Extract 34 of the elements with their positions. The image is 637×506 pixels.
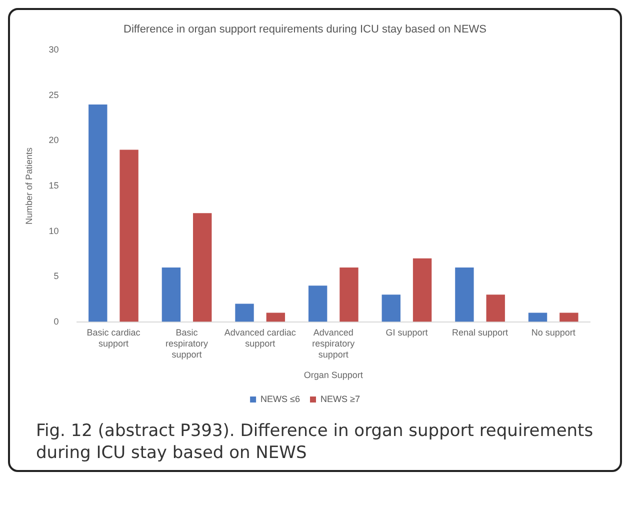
y-tick-label: 20 — [48, 135, 59, 146]
x-tick-label: Advanced respiratory support — [312, 328, 356, 360]
bar — [560, 312, 578, 322]
x-tick-label: GI support — [386, 328, 428, 338]
x-tick-label: Basic cardiac support — [86, 328, 141, 348]
bar — [193, 213, 212, 322]
y-tick-label: 25 — [48, 90, 59, 100]
chart-title: Difference in organ support requirements during ICU stay based on NEWS — [124, 24, 486, 36]
x-axis-title: Organ Support — [304, 370, 364, 380]
x-tick-label: Advanced cardiac support — [224, 328, 296, 348]
x-tick-label: No support — [531, 328, 576, 338]
bar — [235, 304, 254, 322]
y-tick-label: 15 — [48, 180, 59, 190]
y-tick-label: 0 — [54, 316, 59, 326]
bar — [340, 267, 358, 322]
bar — [88, 104, 108, 322]
bar — [486, 294, 505, 322]
y-tick-label: 10 — [48, 226, 59, 236]
caption: Fig. 12 (abstract P393). Difference in organ support requirements during ICU stay based on NEWS — [35, 420, 594, 464]
bar — [528, 312, 548, 322]
bar — [455, 267, 474, 322]
x-tick-label: Renal support — [452, 328, 509, 338]
legend-label: NEWS ≤6 — [260, 394, 300, 404]
bar — [308, 286, 328, 322]
y-tick-label: 5 — [54, 271, 59, 282]
bar — [120, 150, 138, 322]
bar — [266, 312, 286, 322]
y-tick-label: 30 — [48, 44, 59, 55]
legend-label: NEWS ≥7 — [320, 394, 360, 404]
bar — [162, 267, 181, 322]
y-axis-title: Number of Patients — [24, 146, 34, 225]
bar — [412, 258, 432, 322]
x-tick-label: Basic respiratory support — [166, 328, 209, 360]
bar — [382, 294, 400, 322]
